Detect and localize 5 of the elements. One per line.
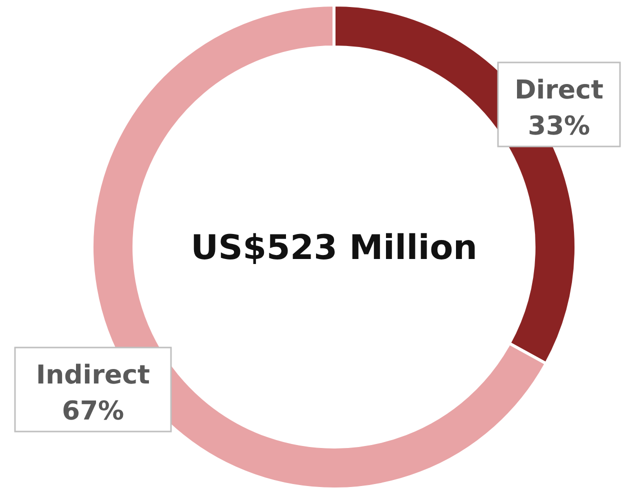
data-label: 67% — [62, 396, 124, 427]
slice-label: Direct — [514, 75, 604, 106]
text: US$523 Million — [190, 228, 478, 268]
data-label: 33% — [528, 111, 590, 142]
slice-label: Indirect — [36, 360, 150, 391]
